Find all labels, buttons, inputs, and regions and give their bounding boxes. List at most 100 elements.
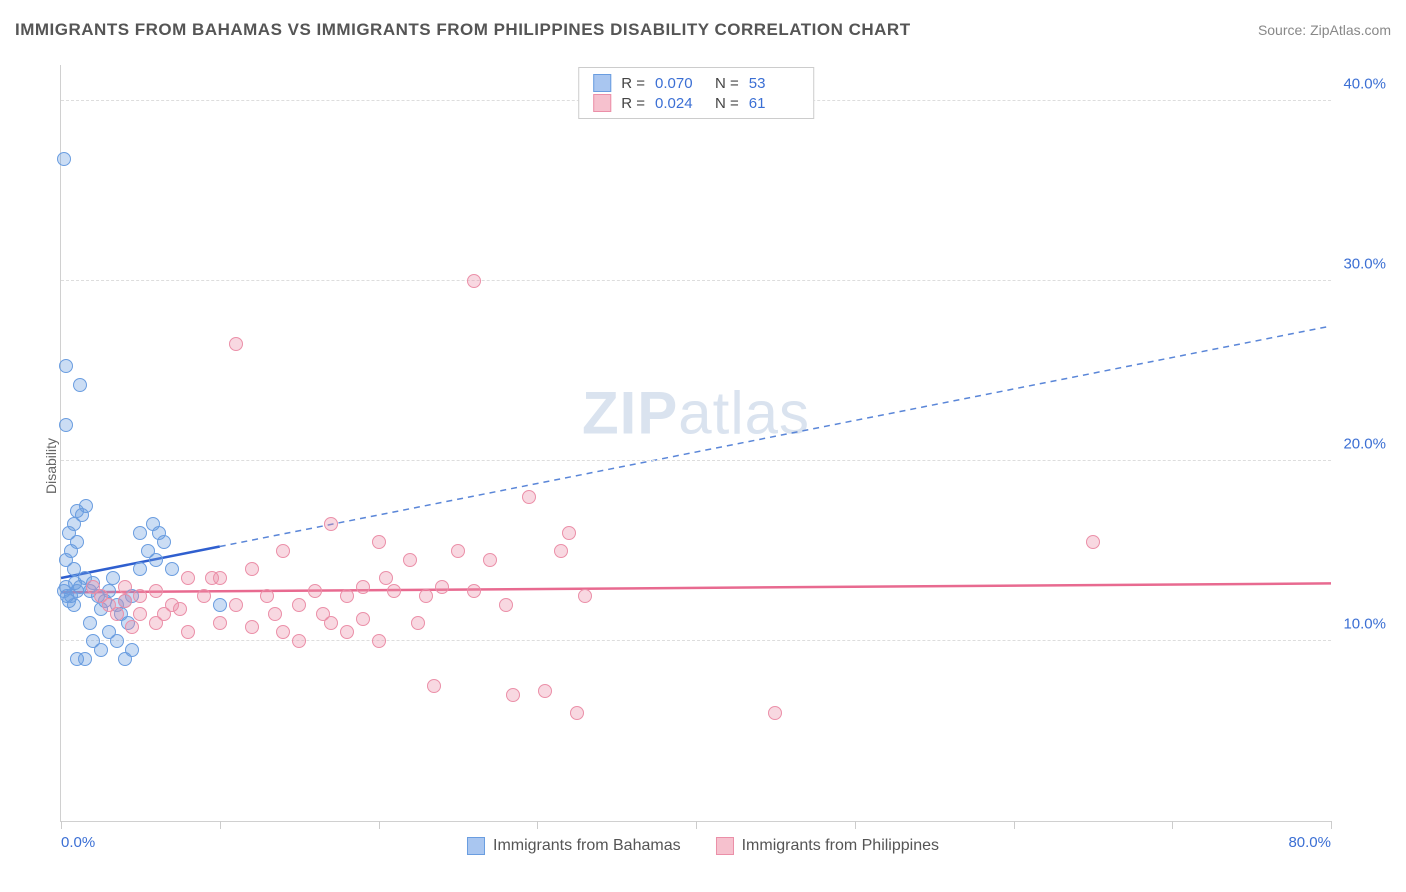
x-tick — [61, 821, 62, 829]
scatter-point — [292, 634, 306, 648]
series-legend-label: Immigrants from Philippines — [742, 837, 939, 855]
scatter-point — [562, 526, 576, 540]
legend-r-label: R = — [621, 95, 645, 112]
scatter-point — [522, 490, 536, 504]
grid-line — [61, 640, 1331, 641]
legend-r-value: 0.024 — [655, 95, 705, 112]
scatter-point — [57, 152, 71, 166]
scatter-point — [340, 625, 354, 639]
scatter-point — [229, 598, 243, 612]
x-tick — [855, 821, 856, 829]
grid-line — [61, 460, 1331, 461]
scatter-point — [118, 594, 132, 608]
scatter-point — [467, 274, 481, 288]
scatter-point — [340, 589, 354, 603]
scatter-point — [245, 562, 259, 576]
y-tick-label: 20.0% — [1336, 436, 1386, 453]
scatter-point — [94, 643, 108, 657]
scatter-point — [67, 562, 81, 576]
series-legend-item: Immigrants from Philippines — [716, 837, 939, 855]
legend-n-label: N = — [715, 75, 739, 92]
scatter-point — [316, 607, 330, 621]
scatter-point — [451, 544, 465, 558]
scatter-point — [133, 589, 147, 603]
x-tick — [379, 821, 380, 829]
x-tick — [1172, 821, 1173, 829]
scatter-point — [245, 620, 259, 634]
scatter-point — [324, 517, 338, 531]
scatter-point — [157, 535, 171, 549]
scatter-point — [133, 562, 147, 576]
chart-source: Source: ZipAtlas.com — [1258, 22, 1391, 38]
scatter-point — [118, 580, 132, 594]
scatter-point — [79, 499, 93, 513]
scatter-point — [403, 553, 417, 567]
scatter-point — [499, 598, 513, 612]
scatter-point — [229, 337, 243, 351]
legend-swatch — [467, 837, 485, 855]
y-tick-label: 30.0% — [1336, 256, 1386, 273]
x-tick-label-max: 80.0% — [1288, 834, 1331, 851]
scatter-point — [173, 602, 187, 616]
scatter-point — [181, 571, 195, 585]
scatter-point — [387, 584, 401, 598]
legend-r-value: 0.070 — [655, 75, 705, 92]
scatter-point — [67, 598, 81, 612]
scatter-point — [578, 589, 592, 603]
chart-header: IMMIGRANTS FROM BAHAMAS VS IMMIGRANTS FR… — [15, 20, 1391, 40]
scatter-point — [83, 616, 97, 630]
scatter-point — [276, 625, 290, 639]
scatter-point — [67, 517, 81, 531]
series-legend-label: Immigrants from Bahamas — [493, 837, 681, 855]
scatter-point — [372, 535, 386, 549]
scatter-point — [411, 616, 425, 630]
trend-lines — [61, 65, 1331, 821]
scatter-point — [372, 634, 386, 648]
x-tick — [1014, 821, 1015, 829]
scatter-point — [94, 589, 108, 603]
scatter-point — [133, 526, 147, 540]
legend-swatch — [593, 74, 611, 92]
y-tick-label: 10.0% — [1336, 616, 1386, 633]
scatter-point — [59, 418, 73, 432]
scatter-point — [213, 598, 227, 612]
scatter-point — [73, 378, 87, 392]
legend-swatch — [716, 837, 734, 855]
scatter-point — [276, 544, 290, 558]
scatter-point — [125, 643, 139, 657]
scatter-point — [165, 562, 179, 576]
scatter-point — [483, 553, 497, 567]
scatter-point — [419, 589, 433, 603]
scatter-point — [110, 634, 124, 648]
y-tick-label: 40.0% — [1336, 76, 1386, 93]
y-axis-label: Disability — [43, 438, 59, 494]
x-tick — [696, 821, 697, 829]
grid-line — [61, 280, 1331, 281]
scatter-point — [260, 589, 274, 603]
scatter-point — [268, 607, 282, 621]
scatter-point — [110, 607, 124, 621]
scatter-point — [379, 571, 393, 585]
scatter-point — [213, 616, 227, 630]
scatter-point — [435, 580, 449, 594]
scatter-point — [768, 706, 782, 720]
legend-n-value: 53 — [749, 75, 799, 92]
scatter-point — [149, 584, 163, 598]
scatter-point — [506, 688, 520, 702]
trend-line-dashed — [220, 326, 1331, 547]
legend-row: R =0.024N =61 — [593, 93, 799, 113]
scatter-point — [157, 607, 171, 621]
scatter-point — [181, 625, 195, 639]
x-tick — [537, 821, 538, 829]
plot-area: ZIPatlas R =0.070N =53R =0.024N =61 10.0… — [60, 65, 1331, 822]
scatter-point — [554, 544, 568, 558]
scatter-point — [1086, 535, 1100, 549]
scatter-point — [78, 652, 92, 666]
legend-r-label: R = — [621, 75, 645, 92]
scatter-point — [427, 679, 441, 693]
legend-n-label: N = — [715, 95, 739, 112]
scatter-point — [467, 584, 481, 598]
scatter-point — [205, 571, 219, 585]
trend-line-solid — [61, 583, 1331, 592]
scatter-point — [149, 553, 163, 567]
